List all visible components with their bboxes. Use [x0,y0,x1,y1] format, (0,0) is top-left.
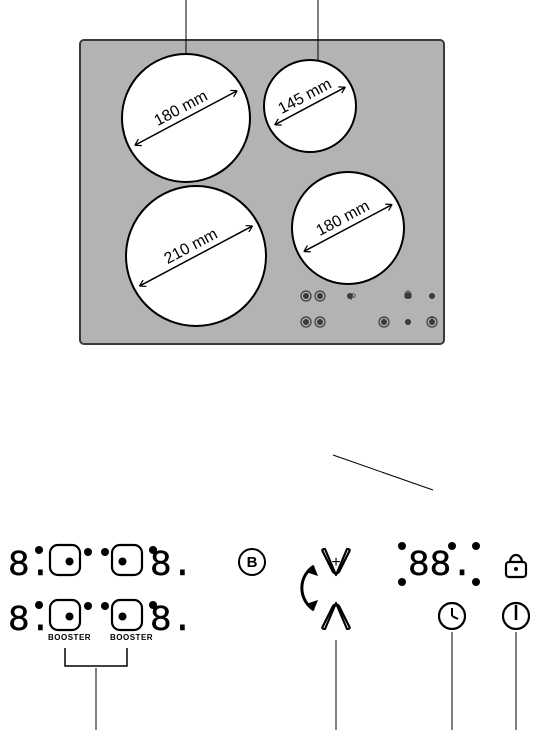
plus-icon: + [331,554,340,571]
hob-control-dot [303,319,309,325]
zone-indicator-dot [119,558,127,566]
panel-dot [101,548,109,556]
hob-control-dot [405,319,411,325]
zone-indicator-dot [66,613,74,621]
panel-dot [398,578,406,586]
zone-indicator[interactable] [112,545,142,575]
panel-dot [84,602,92,610]
seven-seg-display: 8. [8,600,51,641]
seven-seg-display: 88. [408,545,473,586]
zone-indicator-dot [66,558,74,566]
panel-dot [84,548,92,556]
booster-button-label: B [247,554,258,571]
booster-bracket [65,648,127,666]
panel-dot [472,578,480,586]
panel-dot [448,542,456,550]
decrease-button[interactable] [322,603,349,629]
booster-label: BOOSTER [110,633,153,642]
hob-control-dot [317,293,323,299]
panel-dot [398,542,406,550]
panel-dot [35,601,43,609]
hob-control-dot [317,319,323,325]
panel-dot [101,602,109,610]
panel-dot [35,546,43,554]
panel-dot [472,542,480,550]
hob-control-dot [303,293,309,299]
hob-p-label: P [350,292,356,302]
callout-line [333,455,433,490]
zone-indicator[interactable] [50,600,80,630]
zone-indicator[interactable] [50,545,80,575]
panel-dot [149,601,157,609]
hob-control-dot [429,293,435,299]
seven-seg-display: 8. [8,545,51,586]
lock-keyhole [514,567,518,571]
clock-hand [452,616,458,619]
zone-indicator[interactable] [112,600,142,630]
zone-indicator-dot [119,613,127,621]
panel-dot [149,546,157,554]
booster-label: BOOSTER [48,633,91,642]
